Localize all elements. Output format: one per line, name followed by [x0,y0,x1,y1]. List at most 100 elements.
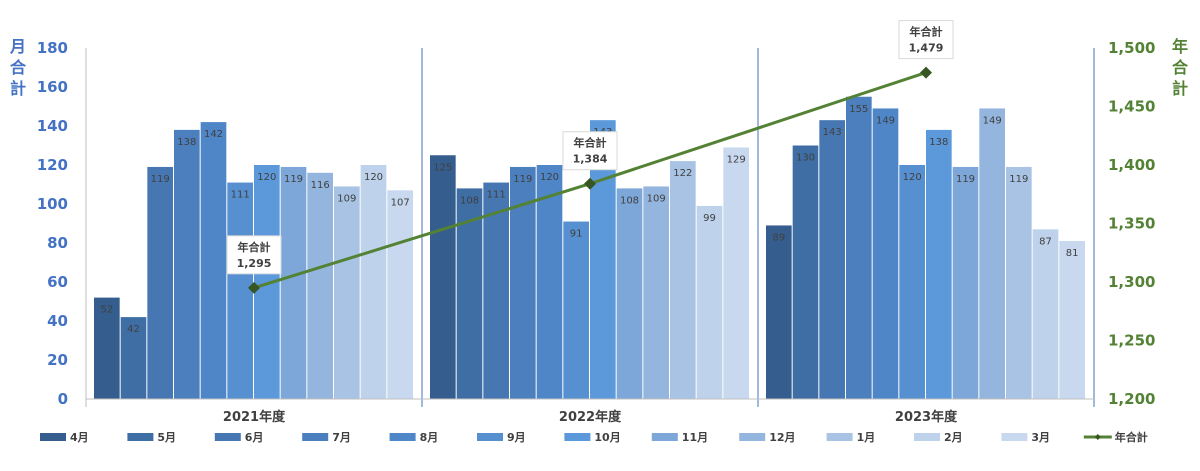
bar-value-label: 42 [127,324,140,335]
annual-total-line: 年合計 1,295 年合計 1,384 年合計 1,479 [226,20,954,294]
right-axis-ticks: 1,200 1,250 1,300 1,350 1,400 1,450 1,500 [1108,39,1155,408]
callout-title: 年合計 [910,25,943,39]
bar [307,172,333,399]
left-axis-title-char: 月 [9,37,26,56]
legend-label: 10月 [594,431,620,444]
legend-swatch [651,433,678,441]
bar-value-label: 129 [727,154,746,165]
right-tick-label: 1,450 [1108,98,1155,116]
legend-label: 5月 [157,431,176,444]
bar-value-label: 142 [204,129,223,140]
left-tick-label: 0 [58,390,68,408]
bar [430,155,456,399]
bar-value-label: 155 [849,104,868,115]
callout-value: 1,479 [909,42,944,55]
right-axis-title-char: 計 [1172,79,1188,98]
legend-label: 年合計 [1115,430,1148,444]
bar-value-label: 89 [772,232,785,243]
group-label: 2023年度 [895,409,958,425]
annual-total-marker [920,66,932,79]
right-axis-title-char: 年 [1172,37,1188,56]
bar-value-label: 120 [540,172,559,183]
bar [723,147,749,399]
bar [1059,241,1085,399]
bar [227,182,253,399]
annual-total-marker [584,177,596,190]
legend-label: 6月 [245,431,264,444]
legend-line-marker [1094,434,1101,440]
bar [174,129,200,399]
left-axis-title-char: 合 [10,58,27,77]
callout-title: 年合計 [238,240,271,254]
bar-value-label: 119 [956,174,975,185]
bar-value-label: 138 [177,137,196,148]
bar-value-label: 122 [673,168,692,179]
bar [1006,166,1032,399]
bar-value-label: 109 [647,193,666,204]
left-tick-label: 40 [47,312,68,330]
bar [926,129,952,399]
right-tick-label: 1,200 [1108,390,1155,408]
legend-swatch [1001,433,1028,441]
bar-value-label: 109 [337,193,356,204]
left-tick-label: 100 [37,195,68,213]
legend-swatch [40,433,66,441]
bar-value-label: 130 [796,153,815,164]
legend-swatch [127,433,154,441]
right-axis-title: 年合計 [1172,37,1189,98]
bar-value-label: 149 [876,115,895,126]
bar-value-label: 111 [231,190,250,201]
bar-value-label: 119 [284,174,303,185]
legend-label: 12月 [769,431,795,444]
bar [792,145,819,399]
group-label: 2022年度 [559,409,622,425]
callout-box [562,131,618,171]
legend: 4月 5月 6月 7月 8月 9月 10月 11月 12月 1月 2月 3月 年合計 [40,430,1148,444]
annual-total-marker [248,281,260,294]
bar-value-label: 111 [487,190,506,201]
bar-value-label: 125 [433,162,452,173]
bar [483,182,509,399]
legend-label: 1月 [857,431,876,444]
legend-swatch [477,433,503,441]
right-tick-label: 1,350 [1108,215,1155,233]
bar [952,166,979,399]
legend-label: 9月 [507,431,526,444]
bar [563,221,589,399]
callout-box [226,235,282,275]
bar-value-label: 143 [823,127,842,138]
bar-value-label: 119 [151,174,170,185]
left-axis-title-char: 計 [10,79,26,98]
legend-label: 8月 [420,431,439,444]
bar [120,317,147,399]
bar-value-label: 81 [1066,248,1079,259]
right-tick-label: 1,500 [1108,39,1155,57]
bar [147,166,173,399]
bar [200,122,227,399]
bar [872,108,899,399]
left-axis-title: 月合計 [9,37,27,98]
left-tick-label: 20 [47,351,68,369]
legend-swatch [564,433,591,441]
callout-value: 1,384 [573,153,608,166]
right-tick-label: 1,400 [1108,156,1155,174]
left-axis-ticks: 0 20 40 60 80 100 120 140 160 180 [37,39,68,408]
left-tick-label: 120 [37,156,68,174]
bar-value-label: 52 [100,305,113,316]
legend-label: 7月 [332,431,351,444]
left-tick-label: 140 [37,117,68,135]
bar-value-label: 99 [703,213,716,224]
bar [280,166,307,399]
bar [696,205,723,399]
bar-value-label: 91 [570,229,583,240]
legend-label: 11月 [682,431,708,444]
bar [334,186,360,399]
left-tick-label: 80 [47,234,68,252]
legend-swatch [389,433,416,441]
bar [899,165,925,399]
legend-swatch [739,433,766,441]
axes [85,48,1095,407]
left-tick-label: 180 [37,39,68,57]
bar [616,188,643,399]
